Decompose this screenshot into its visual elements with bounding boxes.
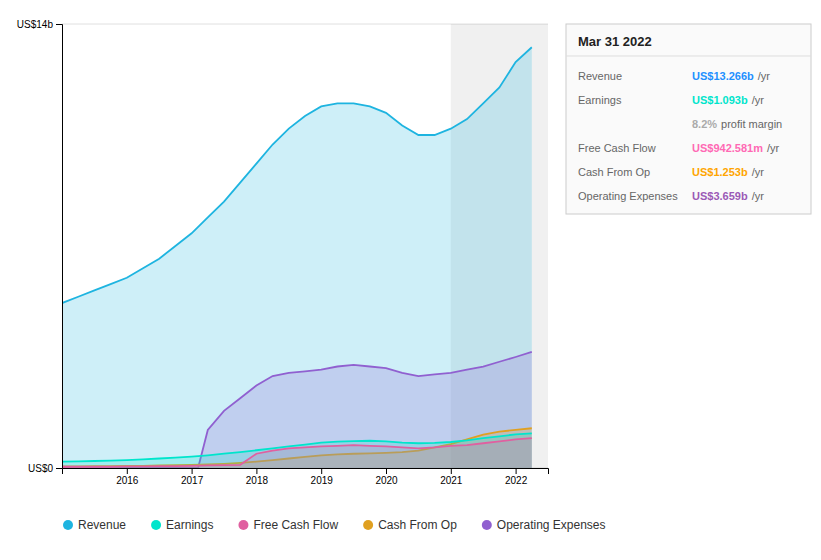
legend-swatch bbox=[151, 520, 161, 530]
info-box-value: 8.2% bbox=[692, 118, 717, 130]
legend-label: Earnings bbox=[166, 518, 213, 532]
area-fill bbox=[62, 47, 532, 468]
x-tick: 2021 bbox=[440, 468, 463, 486]
y-tick-label: US$14b bbox=[17, 19, 54, 30]
info-box-label: Operating Expenses bbox=[578, 190, 678, 202]
area-fill bbox=[62, 428, 532, 468]
info-box-suffix: profit margin bbox=[721, 118, 782, 130]
y-tick-label: US$0 bbox=[28, 463, 53, 474]
x-tick: 2018 bbox=[246, 468, 269, 486]
info-box-suffix: /yr bbox=[767, 142, 780, 154]
plot-area bbox=[62, 24, 548, 468]
legend-label: Cash From Op bbox=[378, 518, 457, 532]
x-tick: 2022 bbox=[505, 468, 528, 486]
series bbox=[62, 352, 532, 468]
area-fill bbox=[62, 433, 532, 468]
legend-label: Free Cash Flow bbox=[253, 518, 338, 532]
x-tick-mark bbox=[516, 468, 517, 474]
info-box-suffix: /yr bbox=[752, 166, 765, 178]
info-box-label: Earnings bbox=[578, 94, 622, 106]
chart: 2016 2017 2018 2019 2020 2021 2022 US$0 US$14b Ma… bbox=[0, 0, 821, 560]
info-box-value: US$1.093b bbox=[692, 94, 748, 106]
y-tick: US$0 bbox=[28, 463, 62, 474]
legend-swatch bbox=[63, 520, 73, 530]
x-axis-line bbox=[63, 469, 549, 475]
legend-item: Operating Expenses bbox=[482, 518, 606, 532]
y-axis: US$0 US$14b bbox=[17, 19, 63, 474]
x-tick: 2020 bbox=[375, 468, 398, 486]
y-axis-line bbox=[56, 25, 63, 469]
area-fill bbox=[62, 438, 532, 468]
info-box-suffix: /yr bbox=[758, 70, 771, 82]
info-box-suffix: /yr bbox=[752, 94, 765, 106]
x-tick-label: 2020 bbox=[375, 475, 398, 486]
info-box-label: Free Cash Flow bbox=[578, 142, 656, 154]
area-line bbox=[62, 352, 532, 468]
area-line bbox=[62, 47, 532, 303]
info-box-label: Cash From Op bbox=[578, 166, 650, 178]
x-tick-label: 2019 bbox=[311, 475, 334, 486]
series bbox=[62, 438, 532, 468]
x-tick: 2019 bbox=[311, 468, 334, 486]
legend-swatch bbox=[238, 520, 248, 530]
legend: Revenue Earnings Free Cash Flow Cash From O… bbox=[63, 518, 606, 532]
legend-item: Earnings bbox=[151, 518, 213, 532]
info-box-separator bbox=[566, 56, 811, 57]
x-tick-label: 2017 bbox=[181, 475, 204, 486]
x-tick: 2016 bbox=[116, 468, 139, 486]
legend-item: Cash From Op bbox=[363, 518, 457, 532]
info-box-value: US$3.659b bbox=[692, 190, 748, 202]
legend-label: Operating Expenses bbox=[497, 518, 606, 532]
info-box-value: US$1.253b bbox=[692, 166, 748, 178]
series bbox=[62, 433, 532, 468]
info-box-suffix: /yr bbox=[752, 190, 765, 202]
y-tick: US$14b bbox=[17, 19, 62, 30]
x-tick-label: 2022 bbox=[505, 475, 528, 486]
legend-item: Revenue bbox=[63, 518, 126, 532]
x-tick-mark bbox=[192, 468, 193, 474]
x-tick-mark bbox=[386, 468, 387, 474]
info-box: Mar 31 2022 Revenue US$13.266b/yr Earnings U… bbox=[566, 24, 811, 214]
x-tick-label: 2021 bbox=[440, 475, 463, 486]
y-tick-mark bbox=[56, 468, 62, 469]
x-tick-label: 2016 bbox=[116, 475, 139, 486]
info-box-label: Revenue bbox=[578, 70, 622, 82]
x-tick-mark bbox=[127, 468, 128, 474]
y-tick-mark bbox=[56, 24, 62, 25]
area-line bbox=[62, 438, 532, 467]
x-tick-mark bbox=[256, 468, 257, 474]
x-tick-mark bbox=[321, 468, 322, 474]
info-box-value: US$13.266b bbox=[692, 70, 754, 82]
info-box-frame bbox=[566, 24, 811, 214]
x-axis: 2016 2017 2018 2019 2020 2021 2022 bbox=[63, 468, 549, 486]
series bbox=[62, 428, 532, 468]
x-tick-label: 2018 bbox=[246, 475, 269, 486]
area-fill bbox=[62, 352, 532, 468]
info-box-title: Mar 31 2022 bbox=[578, 34, 652, 49]
legend-label: Revenue bbox=[78, 518, 126, 532]
legend-swatch bbox=[482, 520, 492, 530]
legend-item: Free Cash Flow bbox=[238, 518, 338, 532]
grid bbox=[62, 24, 548, 468]
info-box-value: US$942.581m bbox=[692, 142, 763, 154]
legend-swatch bbox=[363, 520, 373, 530]
x-tick: 2017 bbox=[181, 468, 204, 486]
x-tick-mark bbox=[451, 468, 452, 474]
series bbox=[62, 47, 532, 468]
